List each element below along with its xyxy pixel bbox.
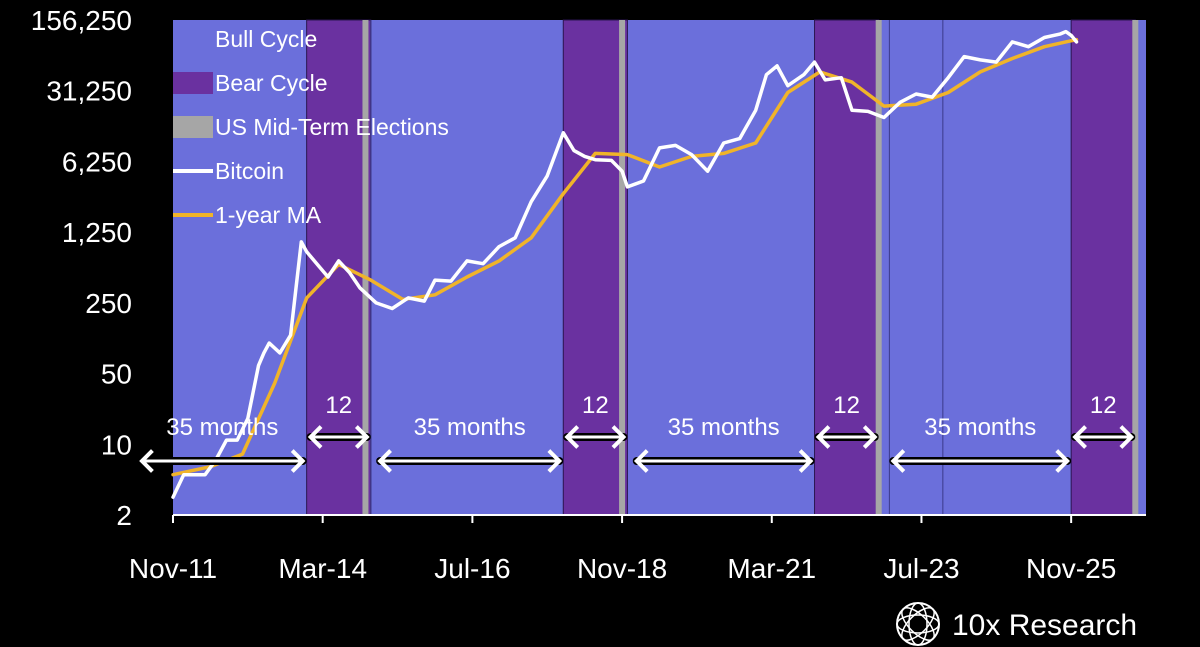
y-tick-label-2: 50	[101, 359, 132, 390]
cycle-span-label-1: 12	[325, 392, 352, 419]
legend-label-election: US Mid-Term Elections	[215, 114, 449, 140]
cycle-span-arrow-right-6	[1055, 449, 1070, 473]
legend: Bull Cycle Bear Cycle US Mid-Term Election…	[173, 26, 449, 228]
x-tick-label-5: Jul-23	[883, 553, 959, 584]
brand-logo: 10x Research	[896, 602, 1137, 646]
series-lines	[171, 29, 1079, 499]
cycle-span-4: 35 months	[632, 414, 815, 473]
cycle-span-7: 12	[1071, 392, 1136, 449]
legend-item-bull: Bull Cycle	[173, 26, 317, 52]
legend-item-bear: Bear Cycle	[173, 70, 327, 96]
legend-label-bear: Bear Cycle	[215, 70, 327, 96]
cycle-span-label-2: 35 months	[414, 414, 526, 441]
cycle-span-arrow-right-0	[290, 449, 306, 473]
cycle-span-arrow-right-5	[862, 425, 878, 449]
cycle-span-arrow-left-0	[139, 449, 154, 473]
y-tick-label-5: 6,250	[62, 146, 132, 177]
cycle-span-arrow-left-3	[564, 425, 580, 449]
x-tick-label-2: Jul-16	[434, 553, 510, 584]
y-tick-label-3: 250	[85, 288, 132, 319]
legend-swatch-bull	[173, 28, 213, 50]
cycle-span-1: 12	[306, 392, 371, 449]
y-tick-label-0: 2	[116, 500, 132, 531]
cycle-span-2: 35 months	[376, 414, 564, 473]
x-tick-labels: Nov-11 Mar-14 Jul-16 Nov-18 Mar-21 Jul-23 Nov-…	[129, 553, 1116, 584]
legend-label-bitcoin: Bitcoin	[215, 158, 284, 184]
y-tick-label-4: 1,250	[62, 217, 132, 248]
cycle-span-arrow-left-1	[307, 425, 323, 449]
x-tick-label-1: Mar-14	[278, 553, 367, 584]
y-tick-label-6: 31,250	[46, 76, 132, 107]
cycle-span-arrow-right-4	[798, 449, 814, 473]
cycle-span-label-4: 35 months	[668, 414, 780, 441]
cycle-span-arrow-right-2	[547, 449, 563, 473]
election-band-1	[619, 20, 626, 515]
y-tick-label-7: 156,250	[31, 5, 132, 36]
cycle-span-arrow-left-7	[1072, 425, 1087, 449]
x-tick-label-4: Mar-21	[727, 553, 816, 584]
cycle-span-arrow-left-4	[633, 449, 649, 473]
cycle-span-label-3: 12	[582, 392, 609, 419]
y-tick-label-1: 10	[101, 429, 132, 460]
legend-label-bull: Bull Cycle	[215, 26, 317, 52]
cycle-span-label-5: 12	[833, 392, 860, 419]
y-tick-labels: 2 10 50 250 1,250 6,250 31,250 156,250	[31, 5, 132, 531]
cycle-span-arrow-left-6	[890, 449, 906, 473]
cycle-span-arrows: 35 months 12 35 months 12 35 months 12 35 mont…	[138, 392, 1136, 473]
cycle-span-arrow-right-7	[1119, 425, 1135, 449]
cycle-span-6: 35 months	[889, 414, 1072, 473]
cycle-span-arrow-left-5	[815, 425, 831, 449]
legend-swatch-election	[173, 116, 213, 138]
election-band-0	[362, 20, 369, 515]
x-tick-label-0: Nov-11	[129, 553, 217, 584]
legend-item-ma: 1-year MA	[173, 202, 322, 228]
election-band-2	[875, 20, 882, 515]
cycle-span-0: 35 months	[138, 414, 307, 473]
cycle-span-3: 12	[563, 392, 628, 449]
cycle-span-label-7: 12	[1090, 392, 1117, 419]
x-tick-marks	[172, 515, 1073, 523]
legend-label-ma: 1-year MA	[215, 202, 322, 228]
legend-swatch-bear	[173, 72, 213, 94]
legend-item-bitcoin: Bitcoin	[173, 158, 284, 184]
brand-name: 10x Research	[952, 609, 1137, 642]
series-line-bitcoin	[171, 29, 1079, 499]
legend-item-election: US Mid-Term Elections	[173, 114, 449, 140]
x-tick-label-6: Nov-25	[1026, 553, 1116, 584]
cycle-span-label-0: 35 months	[166, 414, 278, 441]
election-band-3	[1132, 20, 1139, 515]
cycle-span-label-6: 35 months	[924, 414, 1036, 441]
x-tick-label-3: Nov-18	[577, 553, 667, 584]
cycle-span-arrow-right-3	[611, 425, 627, 449]
cycle-span-arrow-left-2	[377, 449, 392, 473]
election-bands	[362, 20, 1139, 515]
cycle-span-5: 12	[814, 392, 879, 449]
globe-icon	[896, 602, 940, 646]
cycle-span-arrow-right-1	[354, 425, 370, 449]
